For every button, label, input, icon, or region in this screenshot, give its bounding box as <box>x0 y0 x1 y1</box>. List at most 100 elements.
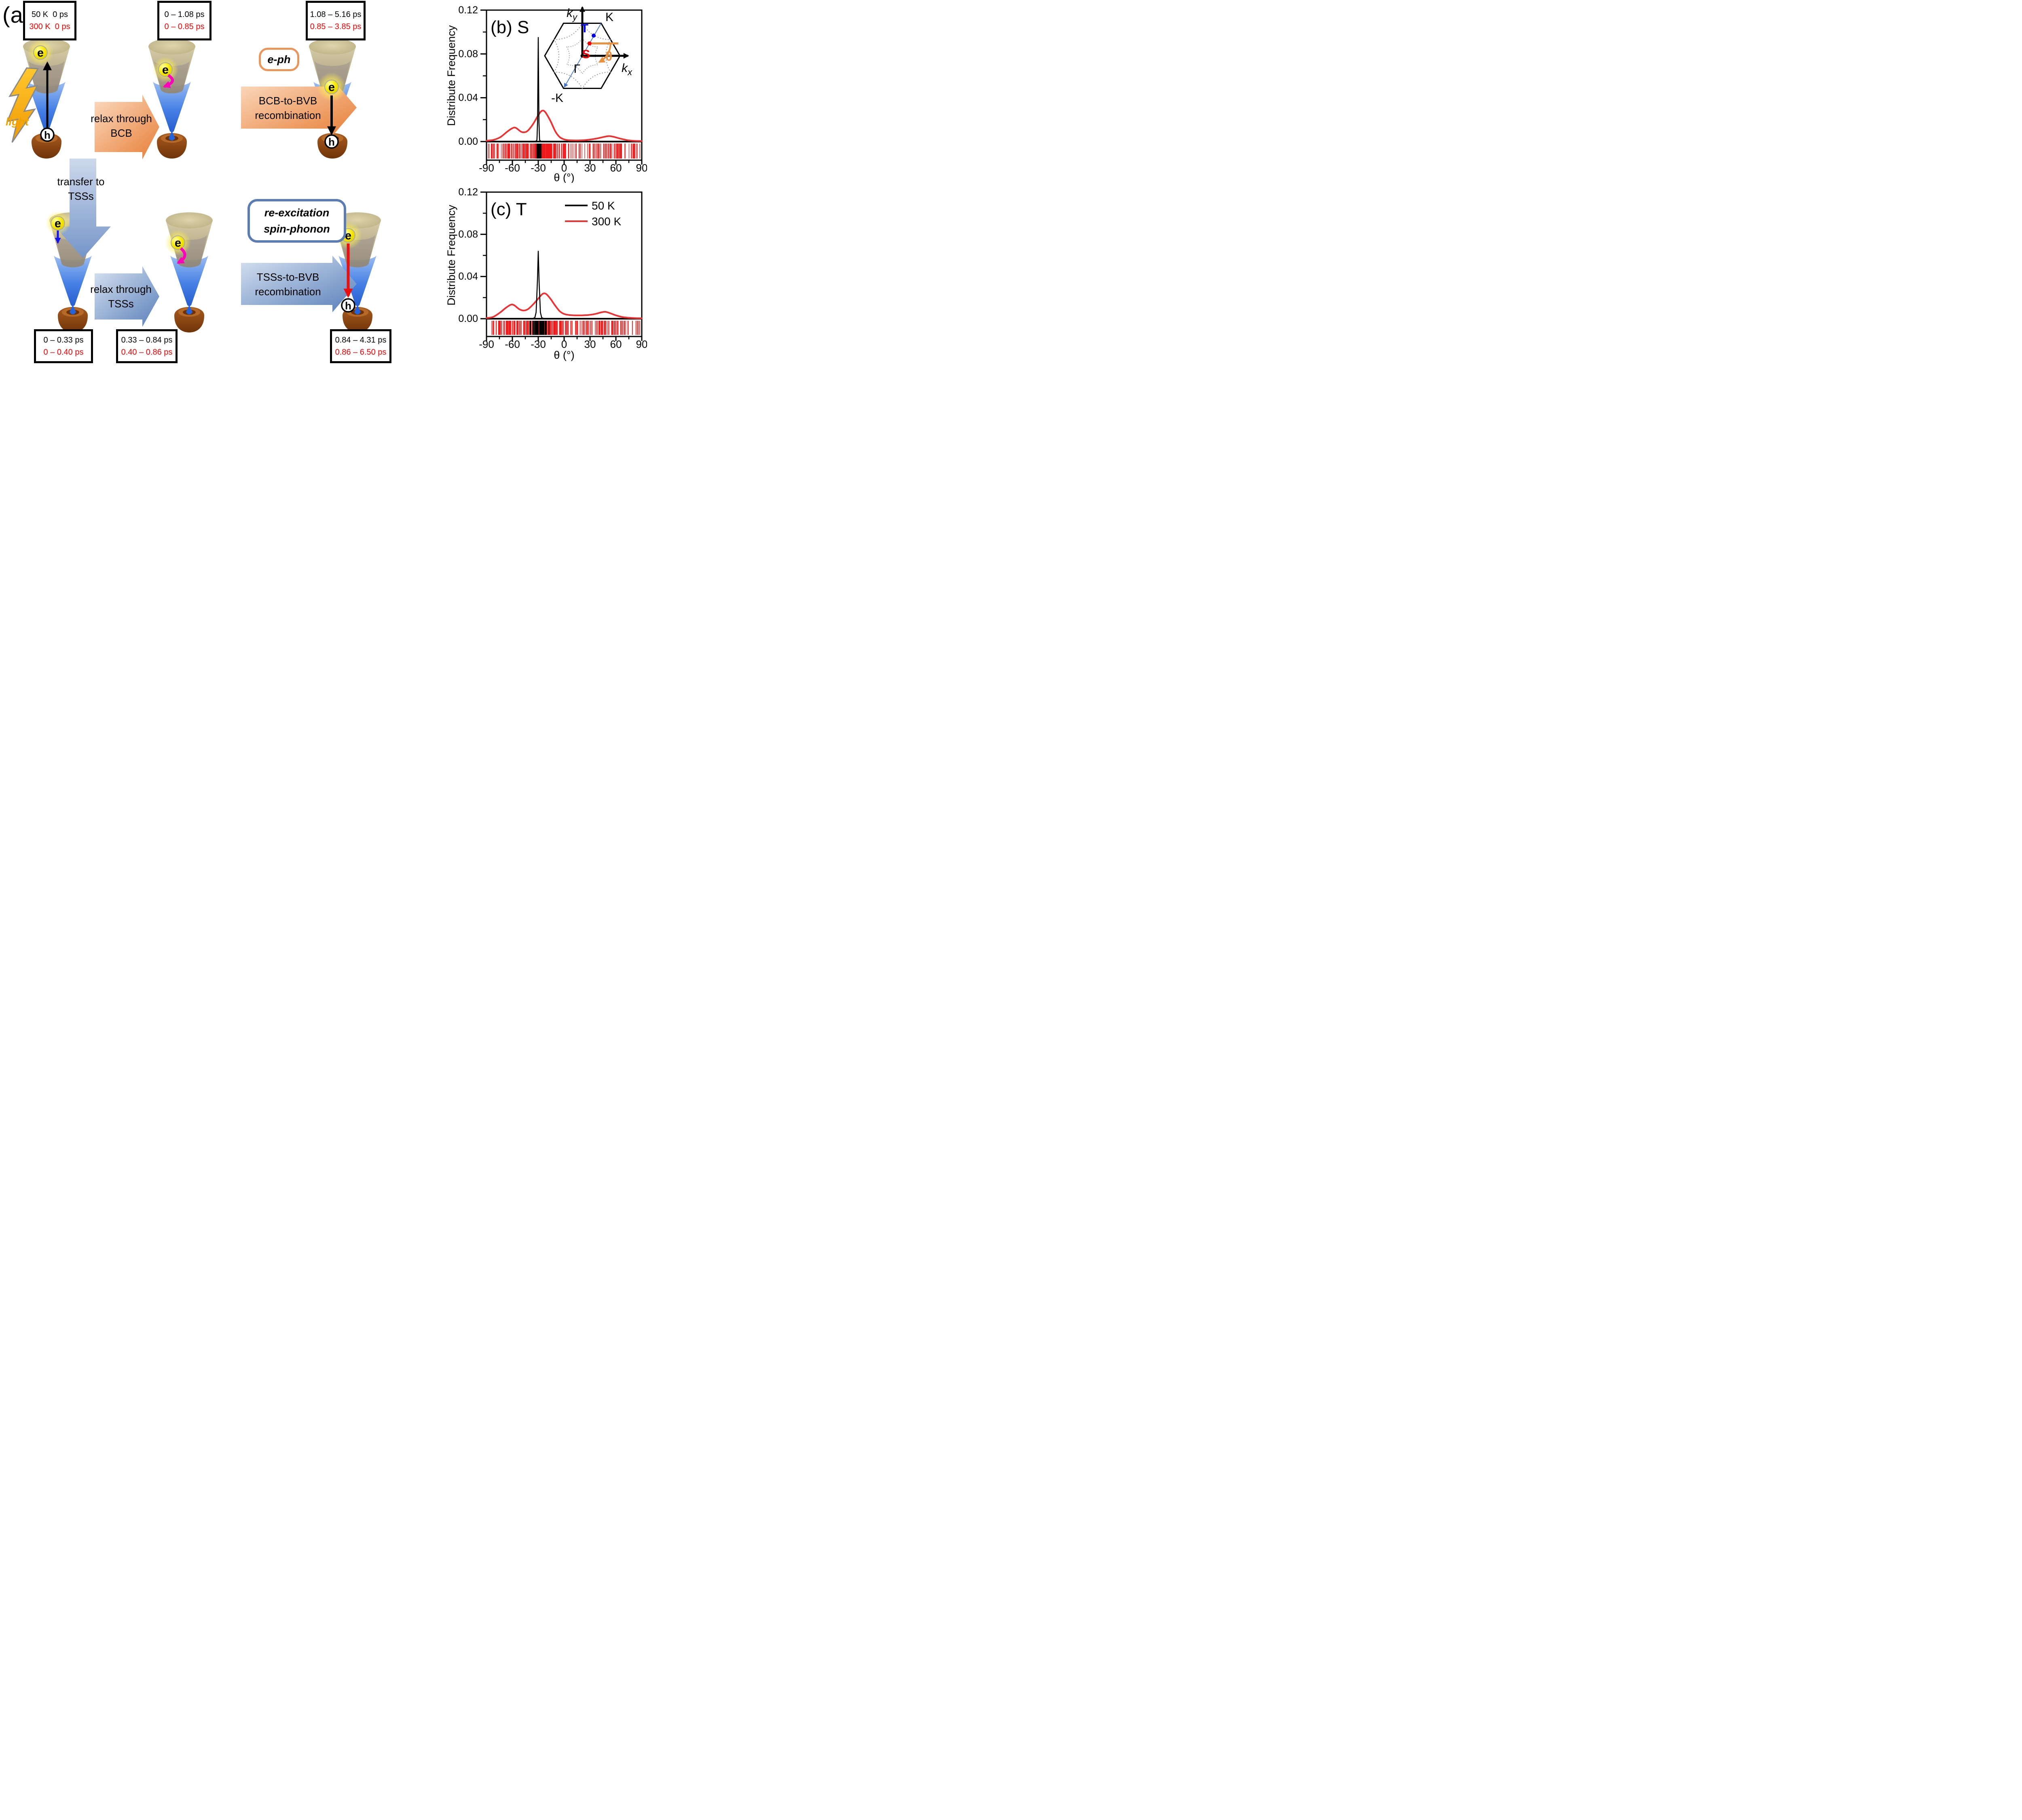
kx-label: kx <box>622 61 632 77</box>
lightning-icon <box>6 67 39 143</box>
x-axis-label: θ (°) <box>554 171 574 183</box>
relax-bcb-arrow <box>95 95 159 159</box>
x-tick-label: -90 <box>479 338 494 350</box>
hole-1: h <box>40 127 55 142</box>
y-axis-label: Distribute Frequency <box>447 205 457 306</box>
svg-text:e: e <box>345 229 351 242</box>
y-tick-label: 0.12 <box>458 4 478 16</box>
figure: h e e e h e <box>0 0 647 364</box>
time-50k: 0.84 – 4.31 ps <box>335 335 387 345</box>
transfer-arrow <box>55 159 111 258</box>
curve-300K <box>486 292 643 319</box>
curve-50K <box>531 250 545 320</box>
time-50k: 50 K 0 ps <box>31 10 68 19</box>
time-box-3: 1.08 – 5.16 ps 0.85 – 3.85 ps <box>306 1 366 40</box>
x-tick-label: 90 <box>636 338 647 350</box>
K-label: K <box>605 11 613 24</box>
svg-text:e: e <box>37 47 44 59</box>
x-tick-label: -30 <box>531 162 546 174</box>
electron-3: e <box>317 72 346 102</box>
relax-tsss-label: relax through TSSs <box>90 283 152 310</box>
time-300k: 0 – 0.40 ps <box>43 347 84 357</box>
electron-2: e <box>152 57 178 83</box>
theta-arc <box>598 43 611 63</box>
time-300k: 0.85 – 3.85 ps <box>310 22 362 31</box>
rug-plot <box>491 321 640 335</box>
y-tick-label: 0.08 <box>458 229 478 240</box>
y-tick-label: 0.00 <box>458 313 478 324</box>
time-300k: 0.86 – 6.50 ps <box>335 347 387 357</box>
electron-5: e <box>165 230 191 256</box>
time-50k: 0.33 – 0.84 ps <box>121 335 173 345</box>
minusK-label: -K <box>551 91 563 105</box>
axes: 0.00 0.04 0.08 0.12 -90 -60 -30 0 30 60 90 <box>458 4 647 174</box>
relax-tsss-arrow <box>95 266 159 327</box>
x-tick-label: 0 <box>561 162 567 174</box>
svg-text:h: h <box>328 136 335 148</box>
energy-contour-inner <box>566 37 599 75</box>
time-300k: 0.40 – 0.86 ps <box>121 347 173 357</box>
relax-path-2 <box>163 74 174 88</box>
axes: 0.00 0.04 0.08 0.12 -90 -60 -30 0 30 60 90 <box>458 186 647 350</box>
gamma-label: Γ <box>573 62 580 76</box>
x-tick-label: 60 <box>610 162 622 174</box>
time-50k: 0 – 1.08 ps <box>164 10 205 19</box>
x-tick-label: 30 <box>584 338 596 350</box>
svg-text:h: h <box>44 129 51 141</box>
chart-b-title: (b) S <box>491 17 529 37</box>
time-300k: 0 – 0.85 ps <box>164 22 205 31</box>
tsss-bvb-label: TSSs-to-BVB recombination <box>255 271 321 298</box>
electron-1: e <box>27 40 53 66</box>
x-tick-label: -90 <box>479 162 494 174</box>
relax-path-5 <box>176 247 186 265</box>
electron-4: e <box>46 211 70 235</box>
time-50k: 0 – 0.33 ps <box>43 335 84 345</box>
svg-text:e: e <box>175 237 181 250</box>
transfer-label: transfer to TSSs <box>57 176 105 202</box>
y-tick-label: 0.00 <box>458 136 478 147</box>
x-tick-label: 0 <box>561 338 567 350</box>
svg-text:e: e <box>55 217 61 230</box>
dirac-cone-2 <box>148 38 195 159</box>
x-tick-label: -30 <box>531 338 546 350</box>
svg-text:e: e <box>328 81 335 94</box>
light-label: light <box>6 116 29 128</box>
hole-6: h <box>341 298 355 313</box>
y-tick-label: 0.04 <box>458 92 478 104</box>
legend: 50 K 300 K <box>565 199 621 228</box>
energy-contour-outer <box>553 22 611 89</box>
legend-label-50k: 50 K <box>592 199 615 212</box>
S-point <box>587 41 592 46</box>
x-axis-label: θ (°) <box>554 349 574 361</box>
ky-label: ky <box>567 6 578 22</box>
gamma-point <box>580 54 584 58</box>
x-tick-label: 30 <box>584 162 596 174</box>
relax-bcb-label: relax through BCB <box>91 112 152 139</box>
time-box-2: 0 – 1.08 ps 0 – 0.85 ps <box>157 1 212 40</box>
chart-c: 0.00 0.04 0.08 0.12 -90 -60 -30 0 30 60 90 (c) T D… <box>447 186 647 361</box>
x-tick-label: 60 <box>610 338 622 350</box>
x-tick-label: -60 <box>505 338 520 350</box>
theta-label: θ <box>605 49 612 63</box>
chart-b: 0.00 0.04 0.08 0.12 -90 -60 -30 0 30 60 90 (b) S D… <box>447 4 647 183</box>
dirac-cone-5 <box>166 212 213 332</box>
y-tick-label: 0.08 <box>458 48 478 59</box>
curve-300K <box>486 110 643 142</box>
x-tick-label: -60 <box>505 162 520 174</box>
panel-a-diagram: h e e e h e <box>6 38 381 332</box>
time-box-5: 0.33 – 0.84 ps 0.40 – 0.86 ps <box>116 329 178 363</box>
svg-text:h: h <box>345 300 351 312</box>
hole-3: h <box>324 134 339 149</box>
x-tick-label: 90 <box>636 162 647 174</box>
y-tick-label: 0.12 <box>458 186 478 198</box>
time-box-1: 50 K 0 ps 300 K 0 ps <box>23 1 76 40</box>
curve-50K <box>535 37 541 142</box>
time-300k: 300 K 0 ps <box>29 22 70 31</box>
time-box-4: 0 – 0.33 ps 0 – 0.40 ps <box>34 329 93 363</box>
y-tick-label: 0.04 <box>458 271 478 282</box>
S-label: S <box>582 48 590 61</box>
tsss-bvb-arrow <box>241 256 357 312</box>
bcb-bvb-label: BCB-to-BVB recombination <box>255 95 321 121</box>
time-50k: 1.08 – 5.16 ps <box>310 10 362 19</box>
T-label: T <box>581 22 588 35</box>
